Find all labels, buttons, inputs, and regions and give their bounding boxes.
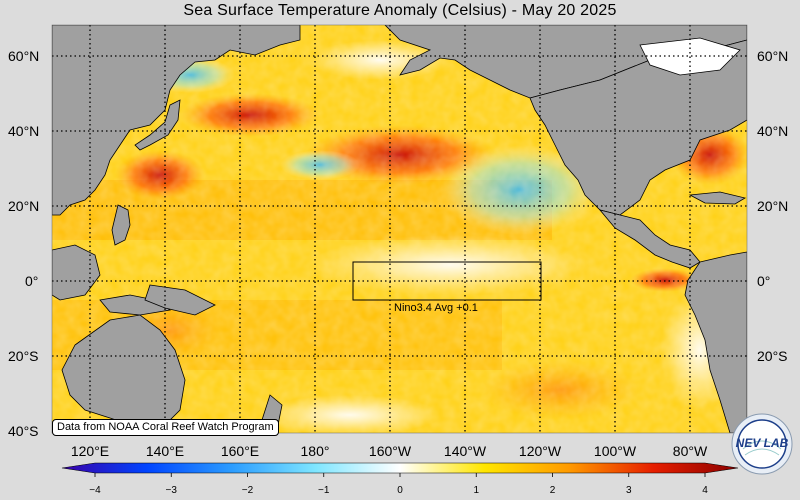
lat-label-left: 40°S (8, 423, 39, 439)
land-australia (61, 314, 186, 429)
colorbar-bar (61, 462, 739, 474)
lon-label: 120°E (71, 443, 109, 459)
lat-labels-right: 60°N 40°N 20°N 0° 20°S (757, 48, 788, 364)
colorbar-tick-label: −1 (318, 485, 330, 496)
lat-label-left: 40°N (8, 123, 39, 139)
colorbar-tick-label: −2 (242, 485, 254, 496)
land-japan (134, 99, 181, 151)
lat-label-right: 0° (757, 273, 770, 289)
colorbar-tick-label: −4 (89, 485, 101, 496)
lat-label-right: 60°N (757, 48, 788, 64)
nino34-box (352, 261, 542, 301)
lat-label-right: 20°S (757, 348, 788, 364)
land-new-guinea (144, 284, 216, 316)
map-frame (51, 24, 748, 434)
colorbar-tick-label: 1 (473, 485, 479, 496)
lat-label-right: 20°N (757, 198, 788, 214)
lon-label: 160°E (221, 443, 259, 459)
lat-label-left: 20°N (8, 198, 39, 214)
land-asia (52, 25, 301, 216)
colorbar-tick-label: 2 (550, 485, 556, 496)
lat-label-left: 20°S (8, 348, 39, 364)
land-borneo (52, 244, 101, 301)
colorbar-tick-label: 4 (702, 485, 708, 496)
lon-label: 140°E (146, 443, 184, 459)
colorbar-tick-label: −3 (166, 485, 178, 496)
lon-labels: 120°E 140°E 160°E 180° 160°W 140°W 120°W… (71, 443, 708, 459)
lon-label: 140°W (444, 443, 487, 459)
colorbar-ticks: −4 −3 −2 −1 0 1 2 3 4 (89, 473, 708, 496)
nevlab-logo[interactable]: NEV LAB (731, 413, 793, 475)
map-field (52, 25, 747, 433)
land-philippines (111, 204, 131, 246)
lon-label: 180° (301, 443, 330, 459)
map-title: Sea Surface Temperature Anomaly (Celsius… (183, 2, 617, 19)
land-masses (52, 25, 747, 433)
logo-text: NEV LAB (736, 436, 789, 450)
land-caribbean (688, 191, 747, 205)
graticule (52, 25, 747, 433)
lat-label-left: 60°N (8, 48, 39, 64)
land-south-america (684, 251, 747, 433)
colorbar-tick-label: 3 (626, 485, 632, 496)
lon-label: 120°W (519, 443, 562, 459)
colorbar: −4 −3 −2 −1 0 1 2 3 4 (61, 462, 739, 496)
lat-labels-left: 60°N 40°N 20°N 0° 20°S 40°S (8, 48, 39, 439)
data-credit: Data from NOAA Coral Reef Watch Program (52, 419, 279, 436)
lon-label: 80°W (673, 443, 708, 459)
lon-label: 160°W (369, 443, 412, 459)
lat-label-left: 0° (25, 273, 38, 289)
colorbar-tick-label: 0 (397, 485, 403, 496)
nino34-label: Nino3.4 Avg +0.1 (394, 302, 478, 314)
lon-label: 100°W (594, 443, 637, 459)
lat-label-right: 40°N (757, 123, 788, 139)
